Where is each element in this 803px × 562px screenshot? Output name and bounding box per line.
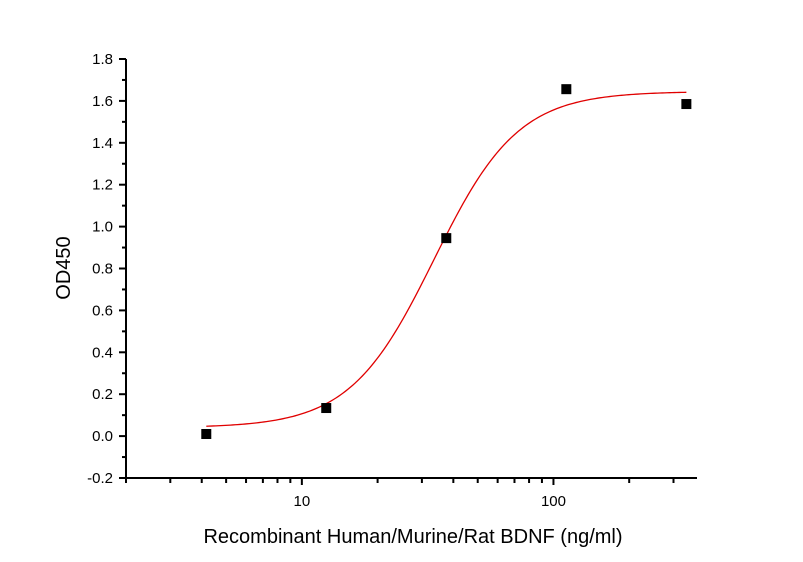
y-tick-label: 1.8 [92, 51, 113, 68]
y-tick-label: 0.0 [92, 428, 113, 445]
y-tick-label: 0.2 [92, 386, 113, 403]
axes: -0.2 0.0 0.2 0.4 0.6 0.8 1.0 1.2 1.4 1.6 1.8 10 100 [87, 51, 697, 510]
x-tick-label: 10 [294, 493, 311, 510]
data-point-square [441, 233, 452, 244]
x-axis-title: Recombinant Human/Murine/Rat BDNF (ng/ml… [203, 526, 622, 548]
y-tick-label: 0.8 [92, 261, 113, 278]
y-tick-label: 1.2 [92, 177, 113, 194]
y-tick-label: -0.2 [87, 470, 113, 487]
y-tick-label: 1.0 [92, 219, 113, 236]
data-point-square [321, 403, 332, 414]
data-point-square [201, 429, 212, 440]
y-axis-title: OD450 [53, 236, 75, 299]
data-point-square [561, 84, 572, 95]
y-tick-label: 1.6 [92, 93, 113, 110]
fit-curve [206, 91, 687, 427]
y-tick-label: 1.4 [92, 135, 113, 152]
data-point-square [681, 99, 692, 110]
y-tick-label: 0.6 [92, 302, 113, 319]
data-points [201, 84, 692, 440]
fit-line [206, 91, 687, 427]
y-tick-label: 0.4 [92, 344, 113, 361]
x-tick-label: 100 [541, 493, 566, 510]
